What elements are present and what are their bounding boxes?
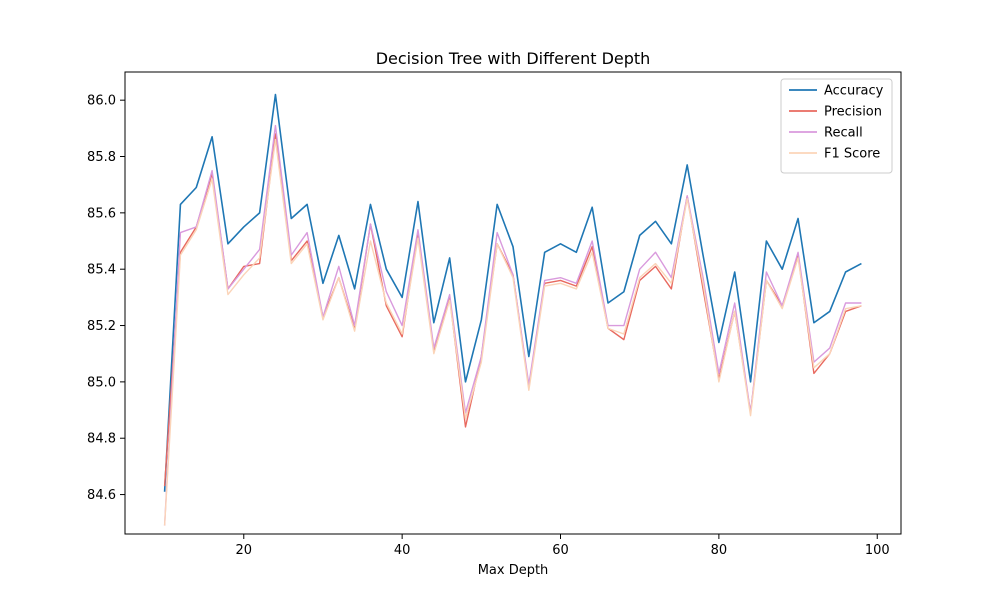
legend-label: F1 Score [824, 147, 880, 162]
y-tick-label: 85.8 [87, 150, 116, 165]
series-line-f1-score [163, 138, 862, 526]
x-tick-label: 100 [865, 543, 890, 558]
legend: Accuracy Precision Recall F1 Score [780, 78, 893, 174]
y-tick-label: 86.0 [87, 94, 116, 109]
legend-label: Precision [824, 105, 882, 120]
y-axis: 84.6 84.8 85.0 85.2 85.4 85.6 85.8 86.0 [87, 94, 125, 503]
x-axis: 20 40 60 80 100 [236, 534, 890, 558]
y-tick-label: 85.2 [87, 319, 116, 334]
y-tick-label: 85.0 [87, 375, 116, 390]
plot-frame [124, 71, 902, 535]
x-axis-label: Max Depth [478, 563, 549, 578]
x-tick-label: 20 [236, 543, 253, 558]
y-tick-label: 85.6 [87, 206, 116, 221]
legend-label: Accuracy [824, 84, 884, 99]
legend-label: Recall [824, 126, 863, 141]
chart-title: Decision Tree with Different Depth [376, 49, 651, 68]
x-tick-label: 80 [711, 543, 728, 558]
y-tick-label: 84.8 [87, 432, 116, 447]
series-line-accuracy [163, 93, 862, 492]
series-line-recall [163, 124, 862, 526]
y-tick-label: 85.4 [87, 263, 116, 278]
series-layer [163, 93, 862, 526]
legend-box [780, 78, 893, 174]
x-tick-label: 60 [552, 543, 569, 558]
y-tick-label: 84.6 [87, 488, 116, 503]
x-tick-label: 40 [394, 543, 411, 558]
